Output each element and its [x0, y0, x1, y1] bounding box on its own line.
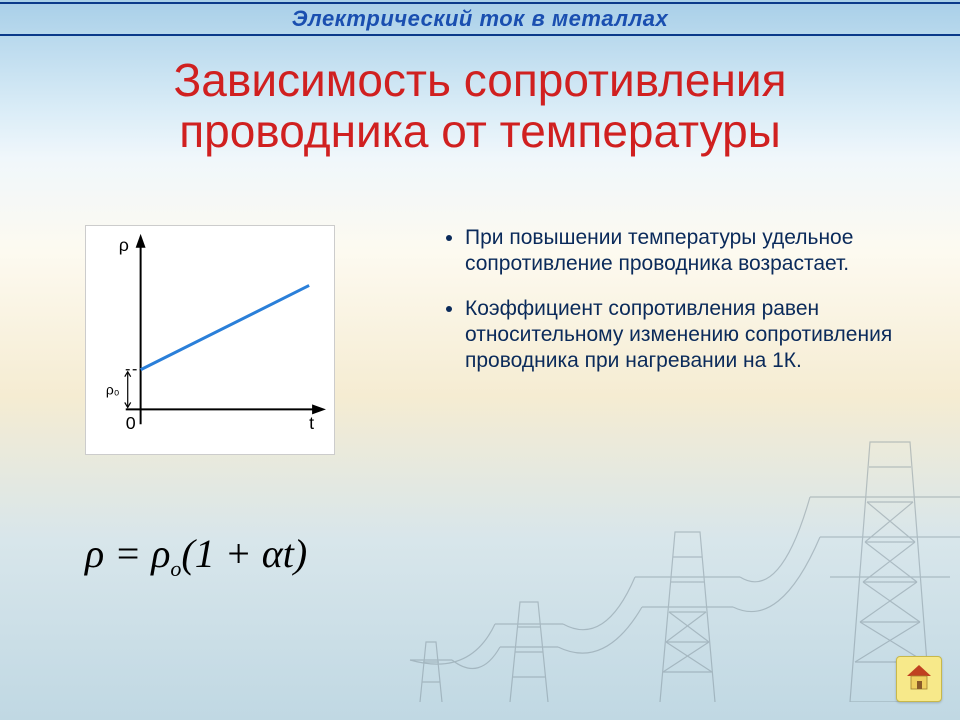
- formula: ρ = ρo(1 + αt): [85, 530, 307, 582]
- pylons-decoration: [380, 402, 960, 702]
- formula-t: t: [283, 531, 294, 576]
- formula-eq: =: [104, 531, 151, 576]
- formula-rho0-sub: o: [170, 556, 181, 581]
- resistivity-chart: ρ t 0 ρ₀: [85, 225, 335, 455]
- formula-lhs: ρ: [85, 531, 104, 576]
- supertitle: Электрический ток в металлах: [0, 6, 960, 32]
- origin-label: 0: [126, 413, 136, 433]
- list-item: Коэффициент сопротивления равен относите…: [465, 296, 930, 375]
- home-button[interactable]: [896, 656, 942, 702]
- formula-alpha: α: [262, 531, 283, 576]
- list-item: При повышении температуры удельное сопро…: [465, 225, 930, 278]
- page-title: Зависимость сопротивления проводника от …: [50, 55, 910, 156]
- slide: Электрический ток в металлах Зависимость…: [0, 0, 960, 720]
- formula-close: ): [294, 531, 307, 576]
- formula-open: (1 +: [181, 531, 261, 576]
- rule-top: [0, 2, 960, 4]
- intercept-label: ρ₀: [106, 382, 120, 398]
- y-axis-label: ρ: [119, 235, 129, 255]
- x-axis-label: t: [309, 413, 314, 433]
- bullet-list: При повышении температуры удельное сопро…: [445, 225, 930, 392]
- home-icon: [904, 662, 934, 697]
- formula-rho0: ρ: [151, 531, 170, 576]
- rule-bottom: [0, 34, 960, 36]
